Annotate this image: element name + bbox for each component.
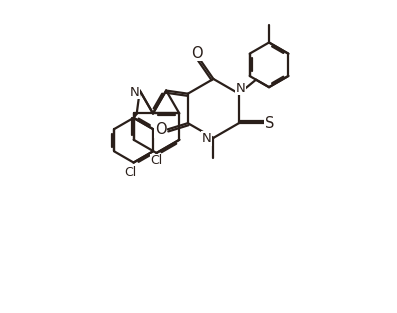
Text: O: O — [155, 122, 167, 137]
Text: Cl: Cl — [150, 154, 163, 167]
Text: Cl: Cl — [124, 166, 137, 179]
Text: S: S — [265, 115, 274, 131]
Text: N: N — [235, 82, 245, 95]
Text: N: N — [129, 86, 139, 99]
Text: O: O — [191, 46, 203, 61]
Text: N: N — [202, 132, 212, 145]
